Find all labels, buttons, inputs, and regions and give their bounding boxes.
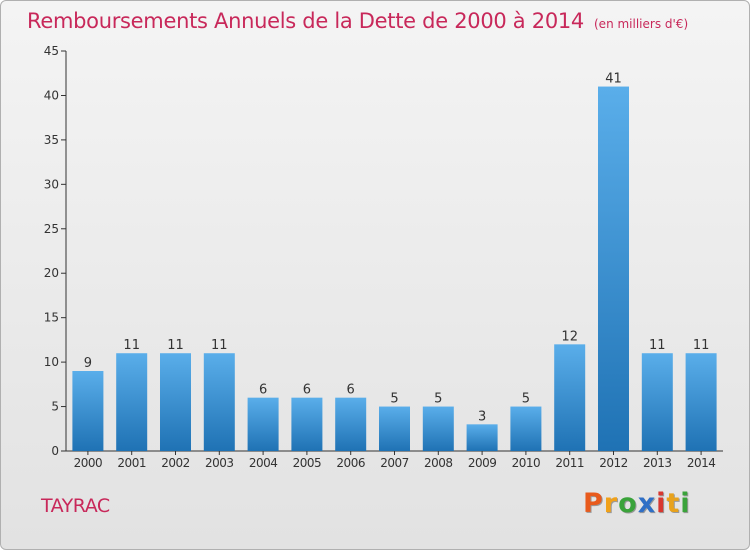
logo-letter: r [603, 488, 619, 519]
bar-2013 [641, 353, 673, 451]
logo-letter: t [666, 488, 681, 519]
bar-2005 [291, 397, 323, 451]
x-tick-label: 2001 [117, 456, 146, 470]
y-tick-label: 10 [44, 355, 59, 369]
value-label: 11 [123, 338, 140, 353]
x-tick-label: 2013 [643, 456, 672, 470]
logo-letter: P [583, 488, 604, 519]
bar-2014 [685, 353, 717, 451]
y-tick-label: 40 [44, 88, 59, 102]
bar-2011 [554, 344, 586, 451]
bar-2002 [160, 353, 191, 451]
chart-title-text: Remboursements Annuels de la Dette de 20… [27, 9, 584, 33]
value-label: 11 [693, 338, 710, 353]
proxiti-logo[interactable]: Proxiti [583, 488, 691, 519]
value-label: 3 [478, 409, 486, 424]
y-tick-label: 35 [44, 133, 59, 147]
value-label: 6 [259, 383, 267, 398]
value-label: 41 [605, 72, 622, 87]
y-tick-label: 0 [51, 444, 59, 458]
value-label: 6 [347, 383, 355, 398]
y-tick-label: 15 [44, 311, 59, 325]
x-tick-label: 2006 [336, 456, 365, 470]
y-tick-label: 45 [44, 44, 59, 58]
logo-letter: o [618, 488, 638, 519]
value-label: 11 [167, 338, 184, 353]
y-tick-label: 30 [44, 177, 59, 191]
x-tick-label: 2003 [205, 456, 234, 470]
x-tick-label: 2004 [249, 456, 278, 470]
bar-2000 [72, 371, 104, 451]
x-tick-label: 2002 [161, 456, 190, 470]
bar-2003 [203, 353, 235, 451]
chart-subtitle: (en milliers d'€) [594, 17, 689, 31]
x-tick-label: 2010 [512, 456, 541, 470]
value-label: 5 [434, 392, 442, 407]
logo-letter: i [656, 488, 667, 519]
x-tick-label: 2011 [555, 456, 584, 470]
x-tick-label: 2014 [687, 456, 716, 470]
commune-name: TAYRAC [41, 495, 110, 517]
value-label: 9 [84, 356, 92, 371]
value-label: 5 [390, 392, 398, 407]
x-tick-label: 2005 [293, 456, 322, 470]
value-label: 11 [649, 338, 666, 353]
logo-letter: x [637, 488, 657, 519]
bars [72, 86, 717, 452]
bar-2004 [247, 397, 279, 451]
x-tick-label: 2007 [380, 456, 409, 470]
data-labels: 9 11 11 11 6 6 6 5 5 3 5 12 41 11 11 [84, 72, 710, 425]
x-tick-label: 2012 [599, 456, 628, 470]
bar-2006 [335, 397, 367, 451]
x-tick-label: 2009 [468, 456, 497, 470]
bar-2009 [466, 424, 498, 451]
bar-2008 [422, 406, 454, 451]
logo-letter: i [680, 488, 691, 519]
value-label: 5 [522, 392, 530, 407]
value-label: 12 [561, 329, 578, 344]
bar-2007 [379, 406, 410, 451]
value-label: 6 [303, 383, 311, 398]
y-tick-label: 5 [51, 400, 59, 414]
bar-2010 [510, 406, 542, 451]
x-tick-label: 2000 [74, 456, 103, 470]
bar-2012 [598, 86, 629, 452]
y-tick-label: 25 [44, 222, 59, 236]
bar-2001 [116, 353, 148, 451]
value-label: 11 [211, 338, 228, 353]
y-tick-label: 20 [44, 266, 59, 280]
chart-title: Remboursements Annuels de la Dette de 20… [27, 9, 688, 33]
x-tick-label: 2008 [424, 456, 453, 470]
